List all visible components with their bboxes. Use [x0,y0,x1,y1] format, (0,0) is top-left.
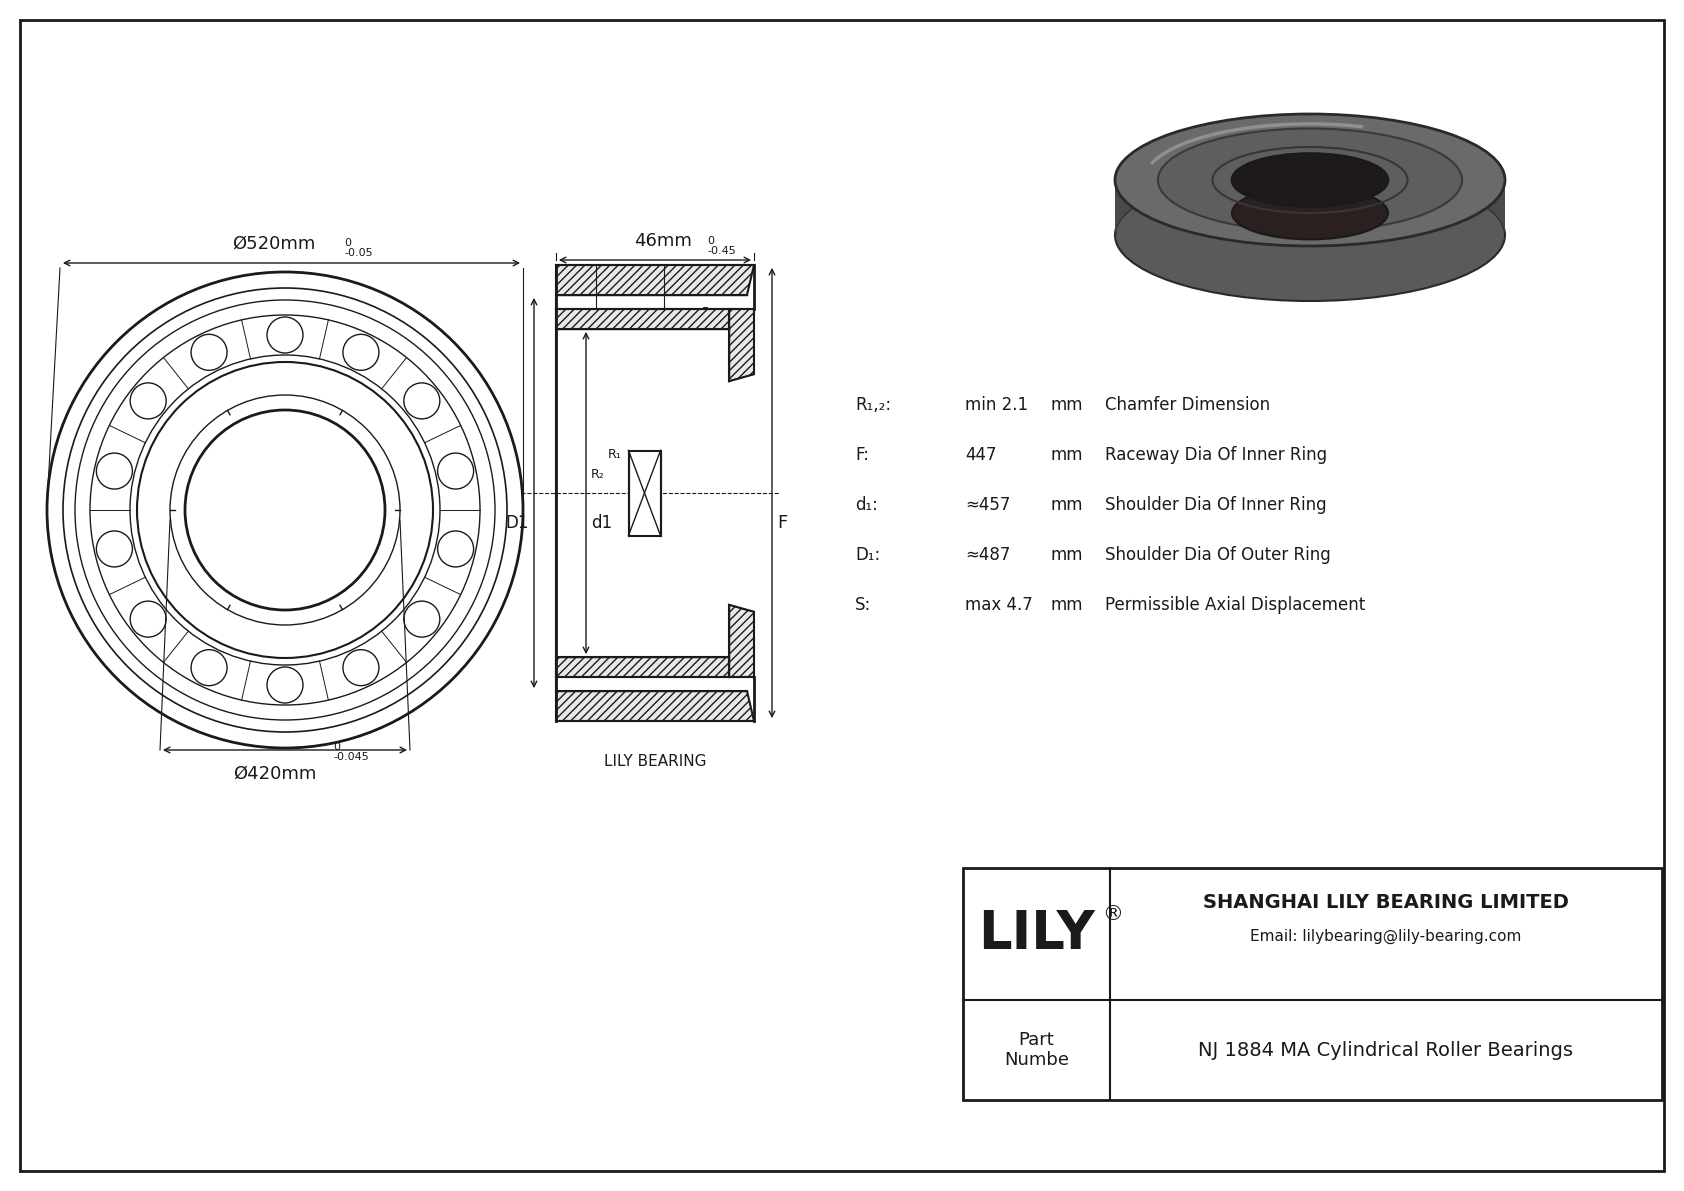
Text: Shoulder Dia Of Inner Ring: Shoulder Dia Of Inner Ring [1105,495,1327,515]
Text: ®: ® [1101,904,1123,924]
Text: NJ 1884 MA Cylindrical Roller Bearings: NJ 1884 MA Cylindrical Roller Bearings [1199,1041,1573,1060]
Text: d₁:: d₁: [855,495,877,515]
Text: R₂: R₂ [702,306,716,319]
Text: mm: mm [1051,495,1083,515]
Text: Shoulder Dia Of Outer Ring: Shoulder Dia Of Outer Ring [1105,545,1330,565]
Text: min 2.1: min 2.1 [965,395,1029,414]
Text: LILY BEARING: LILY BEARING [605,754,706,768]
Text: d1: d1 [591,515,611,532]
Text: -0.45: -0.45 [707,247,736,256]
Polygon shape [1115,114,1505,235]
Text: Ø420mm: Ø420mm [234,765,317,782]
Ellipse shape [1159,129,1462,231]
Text: Ø520mm: Ø520mm [232,235,315,252]
Ellipse shape [1115,114,1505,247]
Text: Permissible Axial Displacement: Permissible Axial Displacement [1105,596,1366,615]
Text: mm: mm [1051,596,1083,615]
Text: R₁: R₁ [608,449,621,461]
Ellipse shape [1233,187,1388,239]
Text: Chamfer Dimension: Chamfer Dimension [1105,395,1270,414]
Polygon shape [1115,180,1116,235]
Text: Raceway Dia Of Inner Ring: Raceway Dia Of Inner Ring [1105,445,1327,464]
Text: S: S [573,308,584,328]
Text: F: F [776,515,786,532]
Polygon shape [556,266,754,295]
Text: -0.05: -0.05 [344,248,372,258]
Text: R₁: R₁ [729,324,743,337]
Text: S:: S: [855,596,871,615]
Text: D1: D1 [505,515,529,532]
Polygon shape [556,657,729,676]
Text: R₁,₂:: R₁,₂: [855,395,891,414]
Text: Part
Numbe: Part Numbe [1004,1030,1069,1070]
Polygon shape [729,605,754,676]
Text: mm: mm [1051,395,1083,414]
Text: ≈487: ≈487 [965,545,1010,565]
Ellipse shape [1233,154,1388,206]
Text: -0.045: -0.045 [333,752,369,762]
Polygon shape [556,308,729,329]
Text: D₁:: D₁: [855,545,881,565]
Polygon shape [556,691,754,721]
Text: 0: 0 [333,742,340,752]
Polygon shape [729,308,754,381]
Text: max 4.7: max 4.7 [965,596,1032,615]
Bar [628,450,660,536]
Text: F:: F: [855,445,869,464]
Text: mm: mm [1051,545,1083,565]
Text: 0: 0 [707,236,714,247]
Text: R₂: R₂ [591,468,605,481]
Text: mm: mm [1051,445,1083,464]
Bar [963,868,1662,1100]
Text: 46mm: 46mm [635,232,692,250]
Ellipse shape [1115,169,1505,301]
Text: LILY: LILY [978,908,1095,960]
Text: Email: lilybearing@lily-bearing.com: Email: lilybearing@lily-bearing.com [1250,929,1522,943]
Text: ≈457: ≈457 [965,495,1010,515]
Text: SHANGHAI LILY BEARING LIMITED: SHANGHAI LILY BEARING LIMITED [1202,893,1569,912]
Text: 447: 447 [965,445,997,464]
Text: 0: 0 [344,238,350,248]
